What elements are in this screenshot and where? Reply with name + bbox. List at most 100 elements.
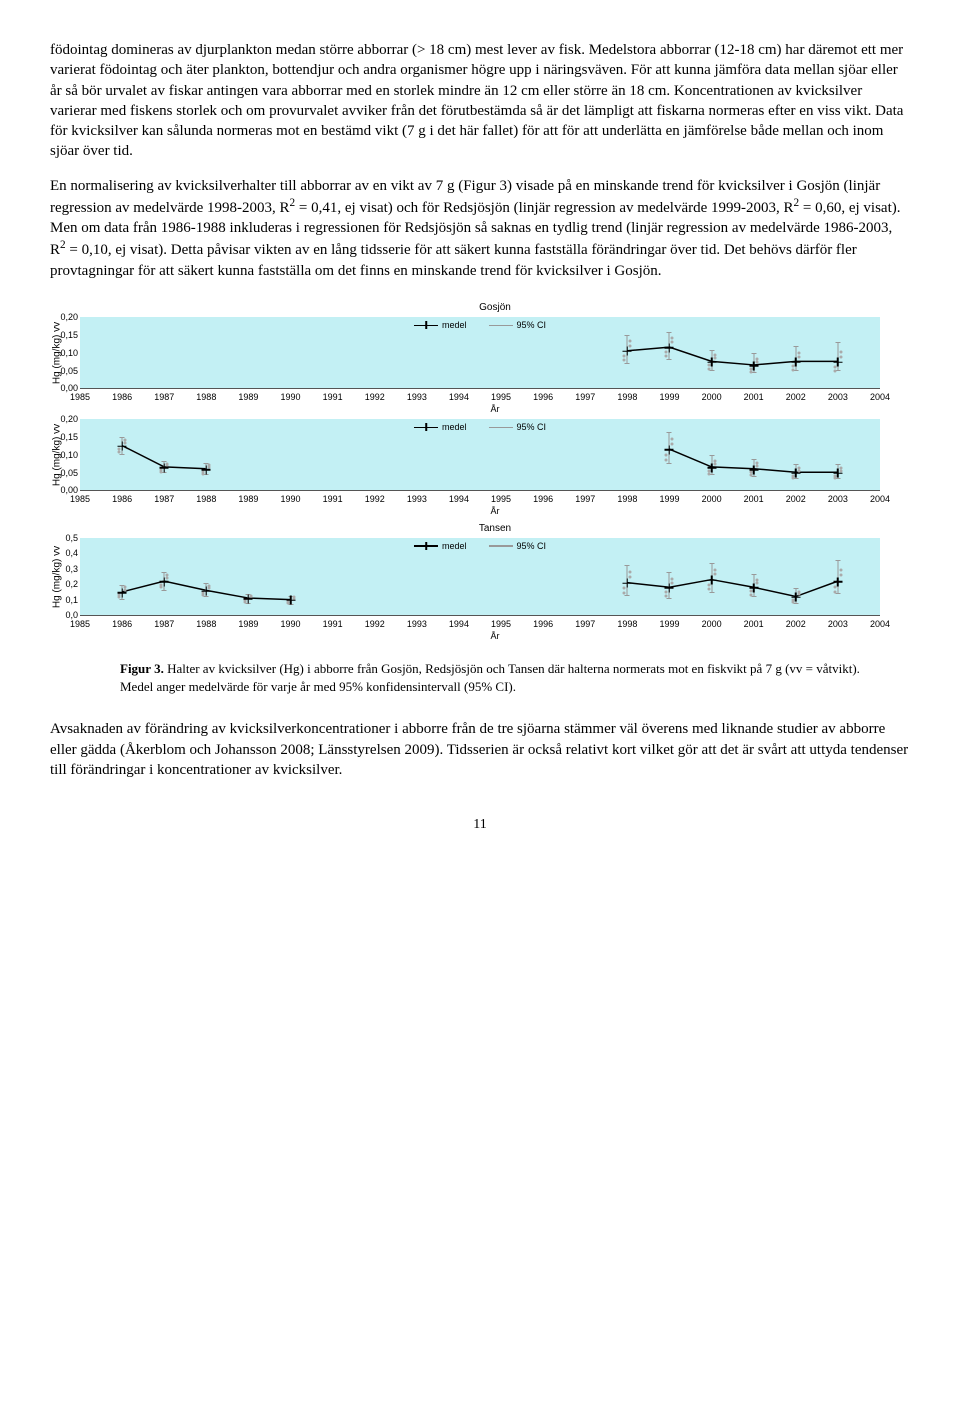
y-tick-label: 0,15	[60, 431, 78, 443]
legend-ci-label: 95% CI	[517, 421, 547, 433]
legend-medel: medel	[414, 319, 467, 331]
data-point	[669, 450, 670, 451]
data-point	[838, 473, 839, 474]
plus-marker-icon	[791, 469, 800, 478]
x-tick-label: 1998	[617, 391, 637, 403]
plus-marker-icon	[665, 583, 674, 592]
x-tick-label: 1987	[154, 618, 174, 630]
data-point	[248, 599, 249, 600]
legend-medel: medel	[414, 540, 467, 552]
chart-plot: Hg (mg/kg) vv0,200,150,100,050,00medel95…	[80, 419, 880, 491]
plus-marker-icon	[665, 445, 674, 454]
x-tick-label: 1986	[112, 618, 132, 630]
legend-medel: medel	[414, 421, 467, 433]
plus-marker-icon	[833, 358, 842, 367]
x-tick-label: 1999	[659, 493, 679, 505]
scatter-dot	[707, 588, 710, 591]
paragraph-3: Avsaknaden av förändring av kvicksilverk…	[50, 719, 910, 780]
x-tick-label: 1996	[533, 391, 553, 403]
page-number: 11	[50, 816, 910, 835]
plus-marker-icon	[749, 465, 758, 474]
scatter-dot	[629, 571, 632, 574]
x-tick-label: 1996	[533, 493, 553, 505]
legend-medel-label: medel	[442, 540, 467, 552]
y-tick-label: 0,20	[60, 413, 78, 425]
legend-medel-label: medel	[442, 319, 467, 331]
x-tick-label: 1991	[323, 618, 343, 630]
plus-marker-icon	[707, 576, 716, 585]
y-tick-label: 0,5	[65, 532, 78, 544]
x-tick-label: 2000	[702, 618, 722, 630]
scatter-dot	[755, 357, 758, 360]
legend-marker-icon	[414, 545, 438, 547]
scatter-dot	[713, 568, 716, 571]
data-point	[712, 468, 713, 469]
plus-marker-icon	[623, 579, 632, 588]
x-tick-label: 1986	[112, 493, 132, 505]
plus-marker-icon	[749, 361, 758, 370]
chart-x-labels: 1985198619871988198919901991199219931994…	[80, 618, 880, 632]
x-tick-label: 1997	[575, 493, 595, 505]
data-point	[712, 580, 713, 581]
data-point	[627, 351, 628, 352]
x-tick-label: 1989	[238, 391, 258, 403]
x-tick-label: 1988	[196, 391, 216, 403]
y-tick-label: 0,1	[65, 594, 78, 606]
scatter-dot	[160, 586, 163, 589]
legend-medel-label: medel	[442, 421, 467, 433]
plus-marker-icon	[791, 358, 800, 367]
data-point	[122, 446, 123, 447]
legend-ci-label: 95% CI	[517, 540, 547, 552]
data-point	[796, 362, 797, 363]
data-point	[669, 348, 670, 349]
plus-marker-icon	[833, 577, 842, 586]
data-point	[796, 597, 797, 598]
x-tick-label: 2000	[702, 391, 722, 403]
x-tick-label: 1993	[407, 618, 427, 630]
x-tick-label: 1985	[70, 618, 90, 630]
x-tick-label: 1990	[281, 391, 301, 403]
chart-1: Hg (mg/kg) vv0,200,150,100,050,00medel95…	[80, 419, 910, 517]
y-tick-label: 0,3	[65, 563, 78, 575]
x-tick-label: 1994	[449, 493, 469, 505]
x-tick-label: 1994	[449, 618, 469, 630]
legend-ci-icon	[489, 545, 513, 547]
legend-ci: 95% CI	[489, 319, 547, 331]
data-point	[291, 600, 292, 601]
chart-y-labels: 0,200,150,100,050,00	[52, 317, 78, 388]
scatter-dot	[166, 574, 169, 577]
chart-y-labels: 0,200,150,100,050,00	[52, 419, 78, 490]
x-tick-label: 1999	[659, 391, 679, 403]
paragraph-1: födointag domineras av djurplankton meda…	[50, 40, 910, 162]
scatter-dot	[839, 568, 842, 571]
x-tick-label: 1995	[491, 391, 511, 403]
plus-marker-icon	[707, 358, 716, 367]
scatter-dot	[713, 353, 716, 356]
data-point	[627, 583, 628, 584]
chart-y-labels: 0,50,40,30,20,10,0	[52, 538, 78, 615]
chart-legend: medel 95% CI	[414, 319, 546, 331]
x-tick-label: 1993	[407, 493, 427, 505]
x-tick-label: 2003	[828, 618, 848, 630]
plus-marker-icon	[833, 469, 842, 478]
x-tick-label: 2004	[870, 618, 890, 630]
x-tick-label: 2004	[870, 493, 890, 505]
x-tick-label: 2001	[744, 391, 764, 403]
chart-2: TansenHg (mg/kg) vv0,50,40,30,20,10,0med…	[80, 522, 910, 643]
plus-marker-icon	[665, 343, 674, 352]
x-tick-label: 2001	[744, 493, 764, 505]
x-tick-label: 1985	[70, 493, 90, 505]
chart-x-labels: 1985198619871988198919901991199219931994…	[80, 391, 880, 405]
plus-marker-icon	[791, 593, 800, 602]
y-tick-label: 0,2	[65, 578, 78, 590]
x-tick-label: 1991	[323, 493, 343, 505]
chart-plot: Hg (mg/kg) vv0,50,40,30,20,10,0medel95% …	[80, 538, 880, 616]
x-tick-label: 1996	[533, 618, 553, 630]
scatter-dot	[833, 590, 836, 593]
scatter-dot	[749, 370, 752, 373]
y-tick-label: 0,20	[60, 311, 78, 323]
x-tick-label: 1993	[407, 391, 427, 403]
plus-marker-icon	[286, 596, 295, 605]
plus-marker-icon	[623, 347, 632, 356]
x-tick-label: 1992	[365, 618, 385, 630]
